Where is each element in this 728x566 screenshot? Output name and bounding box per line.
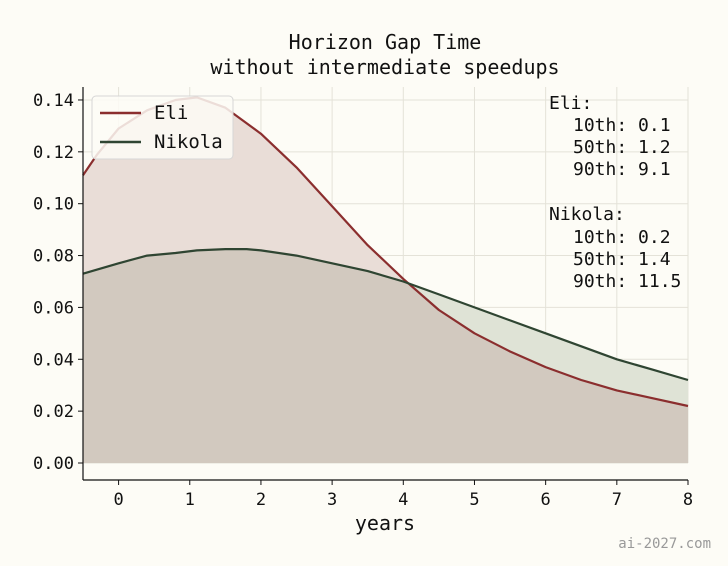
line-nikola — [82, 248, 689, 382]
nikola-stats-p50: 50th: 1.4 — [573, 249, 671, 270]
x-tick-label: 8 — [683, 490, 693, 510]
x-tick-label: 5 — [469, 490, 479, 510]
x-tick-label: 2 — [256, 490, 266, 510]
eli-stats-p90: 90th: 9.1 — [573, 159, 671, 180]
legend-label-eli: Eli — [154, 102, 188, 124]
x-tick-label: 7 — [612, 490, 622, 510]
y-tick-label: 0.00 — [33, 454, 74, 474]
eli-stats-p10: 10th: 0.1 — [573, 115, 671, 136]
y-tick-label: 0.04 — [33, 350, 74, 370]
y-tick-label: 0.02 — [33, 402, 74, 422]
x-tick-label: 6 — [541, 490, 551, 510]
percentile-annotations: Eli: 10th: 0.1 50th: 1.2 90th: 9.1 Nikol… — [549, 93, 681, 292]
nikola-stats-p90: 90th: 11.5 — [573, 271, 681, 292]
axes — [78, 87, 689, 485]
chart-subtitle: without intermediate speedups — [210, 55, 559, 79]
y-tick-label: 0.06 — [33, 298, 74, 318]
chart-title: Horizon Gap Time — [289, 30, 482, 54]
watermark: ai-2027.com — [618, 536, 711, 552]
area-fills — [83, 97, 688, 464]
y-tick-label: 0.10 — [33, 195, 74, 215]
eli-stats-p50: 50th: 1.2 — [573, 137, 671, 158]
x-tick-label: 4 — [398, 490, 408, 510]
tick-labels: 0 1 2 3 4 5 6 7 8 0.00 0.02 0.04 0.06 0.08 0.10 0.12 0.1… — [33, 91, 693, 510]
nikola-stats-header: Nikola: — [549, 204, 625, 225]
x-tick-label: 0 — [113, 490, 123, 510]
x-tick-label: 3 — [327, 490, 337, 510]
y-tick-label: 0.08 — [33, 247, 74, 267]
x-axis-label: years — [355, 511, 415, 535]
legend: Eli Nikola — [91, 95, 234, 160]
eli-stats-header: Eli: — [549, 93, 592, 114]
y-tick-label: 0.12 — [33, 143, 74, 163]
area-overlap — [83, 249, 688, 463]
x-tick-label: 1 — [185, 490, 195, 510]
y-tick-label: 0.14 — [33, 91, 74, 111]
nikola-stats-p10: 10th: 0.2 — [573, 227, 671, 248]
legend-label-nikola: Nikola — [154, 131, 223, 153]
